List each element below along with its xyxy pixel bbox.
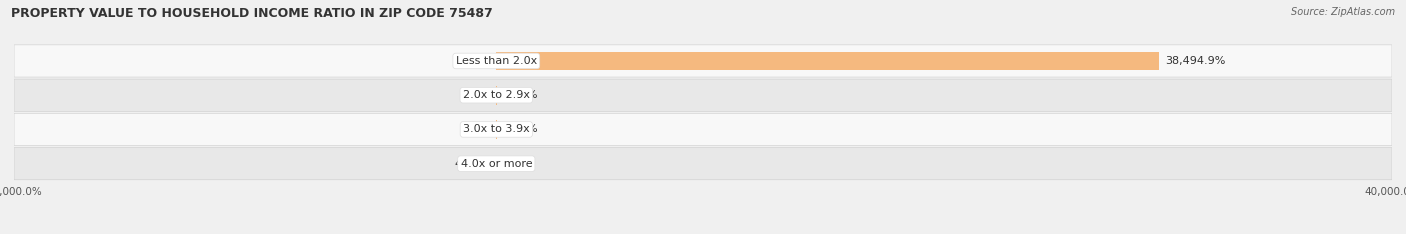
Text: 43.4%: 43.4% (502, 90, 538, 100)
FancyBboxPatch shape (14, 148, 1392, 180)
FancyBboxPatch shape (14, 79, 1392, 111)
Text: PROPERTY VALUE TO HOUSEHOLD INCOME RATIO IN ZIP CODE 75487: PROPERTY VALUE TO HOUSEHOLD INCOME RATIO… (11, 7, 494, 20)
Text: 3.0x to 3.9x: 3.0x to 3.9x (463, 124, 530, 135)
Text: 9.9%: 9.9% (463, 124, 491, 135)
Text: 4.0x or more: 4.0x or more (461, 159, 531, 169)
Text: 0.0%: 0.0% (502, 159, 530, 169)
Bar (496, 51, 1160, 70)
FancyBboxPatch shape (14, 113, 1392, 146)
Text: 43.8%: 43.8% (454, 159, 491, 169)
Text: 8.7%: 8.7% (463, 90, 491, 100)
Text: 27.4%: 27.4% (502, 124, 538, 135)
FancyBboxPatch shape (14, 45, 1392, 77)
Text: Source: ZipAtlas.com: Source: ZipAtlas.com (1291, 7, 1395, 17)
Text: Less than 2.0x: Less than 2.0x (456, 56, 537, 66)
Legend: Without Mortgage, With Mortgage: Without Mortgage, With Mortgage (582, 231, 824, 234)
Text: 2.0x to 2.9x: 2.0x to 2.9x (463, 90, 530, 100)
Text: 36.0%: 36.0% (456, 56, 491, 66)
Text: 38,494.9%: 38,494.9% (1164, 56, 1225, 66)
